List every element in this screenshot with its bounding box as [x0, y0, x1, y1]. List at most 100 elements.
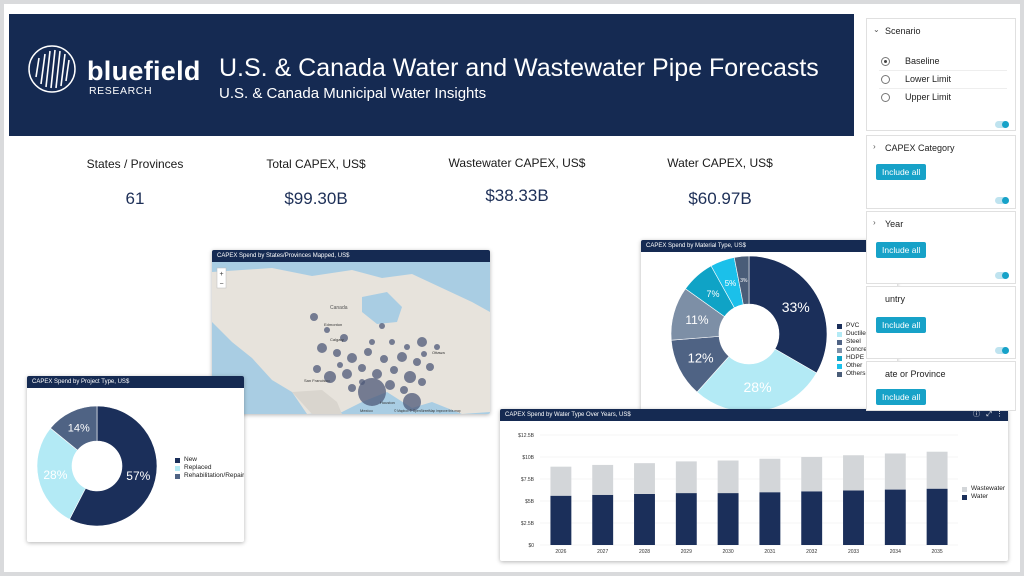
- y-tick-label: $7.5B: [521, 477, 535, 483]
- legend-label-others: Others: [846, 370, 866, 377]
- data-label-concrete: 11%: [685, 313, 708, 327]
- bar-wastewater-2031[interactable]: [759, 458, 781, 493]
- data-label-pvc: 33%: [782, 299, 810, 315]
- legend-item-wastewater: Wastewater: [962, 485, 1005, 493]
- x-tick-label: 2035: [932, 549, 943, 555]
- map-label-houston: Houston: [380, 400, 395, 405]
- map-zoom-in-button[interactable]: +: [220, 271, 224, 278]
- legend-item-pvc: PVC: [837, 322, 879, 330]
- bar-wastewater-2035[interactable]: [926, 451, 948, 489]
- legend-item-others: Others: [837, 370, 879, 378]
- legend-label-other: Other: [846, 362, 863, 369]
- map-attribution[interactable]: © Mapbox © OpenStreetMap Improve this ma…: [394, 409, 461, 413]
- legend-label-ductile-iron: Ductile Iron: [846, 330, 879, 337]
- legend-label-replaced: Replaced: [184, 464, 212, 471]
- chevron-down-icon[interactable]: ⌄: [873, 25, 880, 34]
- legend-item-hdpe: HDPE: [837, 354, 879, 362]
- slice-others[interactable]: [733, 255, 750, 305]
- project-type-card-title: CAPEX Spend by Project Type, US$: [27, 376, 244, 388]
- slice-replaced[interactable]: [36, 427, 86, 520]
- bar-wastewater-2033[interactable]: [843, 455, 864, 491]
- country-include-all-button[interactable]: Include all: [876, 317, 927, 333]
- bluefield-logo-icon: [28, 45, 76, 93]
- y-tick-label: $10B: [522, 455, 534, 461]
- bar-wastewater-2029[interactable]: [675, 461, 697, 494]
- capex-map[interactable]: Canada Edmonton Calgary Ottawa San Franc…: [212, 262, 490, 414]
- capex-category-include-all-button[interactable]: Include all: [876, 164, 927, 180]
- legend-label-pvc: PVC: [846, 322, 860, 329]
- chevron-right-icon[interactable]: ›: [873, 218, 876, 227]
- bar-water-2034[interactable]: [884, 489, 906, 545]
- filter-state-title: ate or Province: [885, 369, 946, 379]
- filter-year: › Year Include all: [866, 211, 1016, 284]
- map-card-title: CAPEX Spend by States/Provinces Mapped, …: [212, 250, 490, 262]
- bar-wastewater-2032[interactable]: [801, 457, 823, 492]
- x-tick-label: 2031: [764, 549, 775, 555]
- scenario-option-label: Upper Limit: [905, 92, 952, 102]
- bar-water-2033[interactable]: [843, 490, 864, 545]
- bar-wastewater-2026[interactable]: [550, 466, 572, 496]
- filter-toggle[interactable]: [995, 197, 1009, 204]
- water-type-legend: Wastewater Water: [962, 485, 1005, 501]
- bar-wastewater-2027[interactable]: [592, 464, 614, 495]
- kpi-value-total-capex: $99.30B: [284, 189, 348, 208]
- bar-wastewater-2030[interactable]: [717, 460, 739, 494]
- slice-ductile-iron[interactable]: [696, 348, 817, 412]
- bar-water-2027[interactable]: [592, 494, 614, 545]
- water-type-bar-chart: $0 $2.5B $5B $7.5B $10B $12.5B 2026 2027 2028 202…: [518, 433, 958, 555]
- legend-item-replaced: Replaced: [175, 464, 244, 472]
- radio-icon[interactable]: [881, 93, 890, 102]
- page-title: U.S. & Canada Water and Wastewater Pipe …: [219, 54, 819, 82]
- info-icon[interactable]: ⓘ: [973, 411, 980, 418]
- bar-water-2030[interactable]: [717, 493, 739, 545]
- bar-water-2026[interactable]: [550, 495, 572, 545]
- material-type-legend: PVC Ductile Iron Steel Concrete HDPE Oth…: [837, 322, 879, 378]
- kpi-label-wastewater-capex: Wastewater CAPEX, US$: [448, 156, 586, 170]
- slice-rehabilitation-repair[interactable]: [50, 405, 98, 451]
- legend-item-ductile-iron: Ductile Iron: [837, 330, 879, 338]
- bar-wastewater-2034[interactable]: [884, 453, 906, 490]
- filter-toggle[interactable]: [995, 272, 1009, 279]
- radio-selected-icon[interactable]: [881, 57, 890, 66]
- scenario-option-lower-limit[interactable]: Lower Limit: [879, 73, 1007, 89]
- legend-label-water: Water: [971, 493, 989, 500]
- slice-new[interactable]: [69, 405, 158, 527]
- legend-item-new: New: [175, 456, 244, 464]
- map-label-calgary: Calgary: [330, 337, 344, 342]
- x-tick-label: 2033: [848, 549, 859, 555]
- legend-label-rehab: Rehabilitation/Repair: [184, 472, 244, 479]
- scenario-option-upper-limit[interactable]: Upper Limit: [879, 91, 1007, 107]
- kpi-value-wastewater-capex: $38.33B: [485, 186, 549, 205]
- bar-water-2031[interactable]: [759, 492, 781, 545]
- map-label-san-francisco: San Francisco: [304, 378, 330, 383]
- year-include-all-button[interactable]: Include all: [876, 242, 927, 258]
- filter-toggle[interactable]: [995, 347, 1009, 354]
- bar-water-2028[interactable]: [634, 493, 655, 545]
- legend-item-rehab: Rehabilitation/Repair: [175, 472, 244, 480]
- map-zoom-out-button[interactable]: −: [220, 281, 224, 288]
- data-label-rehabilitation-repair: 14%: [68, 422, 90, 434]
- filter-toggle[interactable]: [995, 121, 1009, 128]
- bar-water-2029[interactable]: [675, 493, 697, 545]
- x-tick-label: 2026: [555, 549, 566, 555]
- brand-subtitle: RESEARCH: [89, 85, 153, 97]
- bar-water-2032[interactable]: [801, 491, 823, 545]
- scenario-option-label: Baseline: [905, 56, 940, 66]
- bar-wastewater-2028[interactable]: [634, 463, 655, 494]
- filter-scenario: ⌄ Scenario Baseline Lower Limit Upper Li…: [866, 18, 1016, 131]
- y-tick-label: $2.5B: [521, 521, 535, 527]
- y-tick-label: $0: [528, 543, 534, 549]
- slice-pvc[interactable]: [748, 255, 828, 374]
- map-label-edmonton: Edmonton: [324, 322, 342, 327]
- brand-name: bluefield: [87, 56, 201, 86]
- bar-water-2035[interactable]: [926, 488, 948, 545]
- chevron-right-icon[interactable]: ›: [873, 142, 876, 151]
- expand-icon[interactable]: ⤢: [986, 411, 992, 418]
- state-include-all-button[interactable]: Include all: [876, 389, 927, 405]
- scenario-option-baseline[interactable]: Baseline: [879, 55, 1007, 71]
- more-options-icon[interactable]: ⋮: [996, 411, 1003, 418]
- legend-item-concrete: Concrete: [837, 346, 879, 354]
- filter-country: untry Include all: [866, 286, 1016, 359]
- kpi-label-water-capex: Water CAPEX, US$: [667, 156, 773, 170]
- radio-icon[interactable]: [881, 75, 890, 84]
